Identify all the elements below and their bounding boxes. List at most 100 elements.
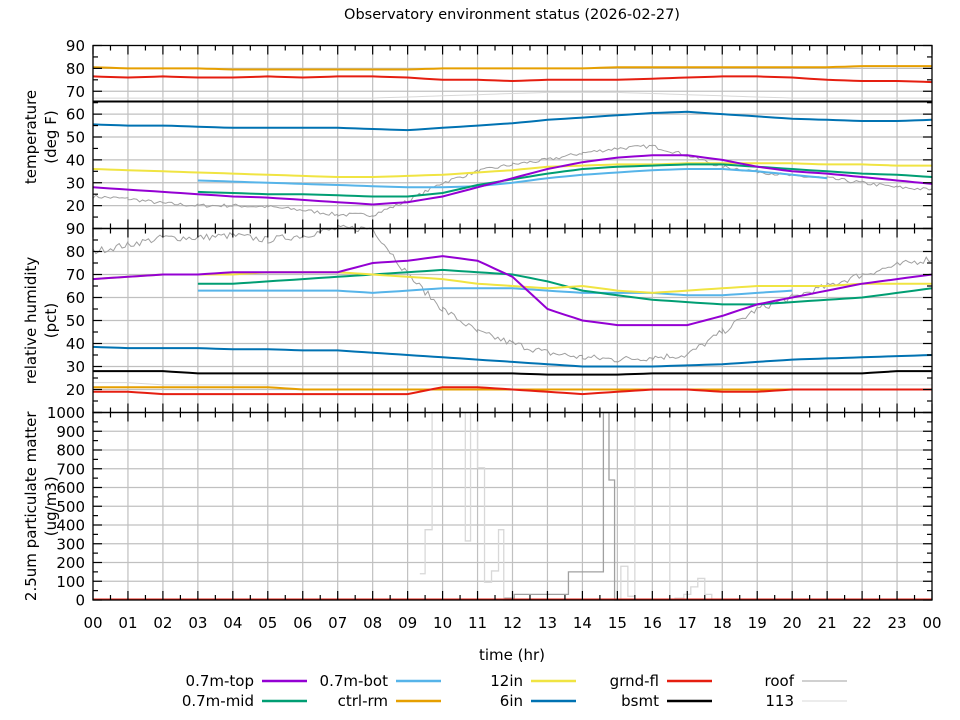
legend-entry-0.7m-bot: 0.7m-bot [320,672,441,690]
series-line-0.7m-top [92,255,933,327]
x-tick-label: 16 [643,614,662,632]
x-tick-label: 22 [853,614,872,632]
y-tick-label: 100 [56,573,85,591]
x-tick-labels: 00 01 02 03 04 05 06 07 08 09 10 11 12 13 14 15 16 17 18 19… [83,614,941,632]
x-tick-label: 13 [538,614,557,632]
x-tick-label: 12 [503,614,522,632]
y-tick-label: 0 [75,592,85,610]
y-axis-labels: 20 30 40 50 60 70 80 90 temperature (deg F) 20 30 40… [22,37,85,610]
series-line-113 [93,382,932,386]
y-tick-label: 1000 [47,404,85,422]
x-tick-label: 03 [188,614,207,632]
y-axis-label: (deg F) [42,110,60,163]
series-line-12in [92,271,932,294]
y-tick-label: 500 [56,498,85,516]
y-tick-label: 30 [66,174,85,192]
x-tick-label: 08 [363,614,382,632]
x-tick-label: 15 [608,614,627,632]
y-tick-label: 70 [66,83,85,101]
series-line-0.7m-bot [197,287,793,297]
x-tick-label: 11 [468,614,487,632]
y-axis-label: temperature [22,90,40,184]
y-tick-label: 40 [66,335,85,353]
y-tick-label: 80 [66,243,85,261]
x-tick-label: 04 [223,614,242,632]
legend-entry-roof: roof [765,672,847,690]
y-tick-label: 600 [56,479,85,497]
chart-title: Observatory environment status (2026-02-… [344,7,680,23]
legend: 0.7m-top 0.7m-mid 0.7m-bot ctrl-rm 12in 6in gr… [182,672,847,710]
x-tick-label: 00 [83,614,102,632]
series-line-grnd-fl [93,386,932,396]
legend-label: ctrl-rm [338,692,388,710]
x-tick-label: 09 [398,614,417,632]
series-line-113 [93,91,932,99]
y-tick-label: 60 [66,106,85,124]
x-tick-label: 23 [887,614,906,632]
y-tick-label: 90 [66,37,85,55]
series-line-0.7m-top [92,154,933,206]
series-line-0.7m-mid [197,268,933,306]
y-axis-label: relative humidity [22,257,40,385]
x-tick-label: 00 [922,614,941,632]
series-line-bsmt [93,370,932,376]
x-tick-label: 05 [258,614,277,632]
y-tick-label: 60 [66,289,85,307]
x-tick-label: 10 [433,614,452,632]
y-tick-label: 300 [56,535,85,553]
legend-label: roof [765,672,795,690]
legend-label: 0.7m-bot [320,672,389,690]
x-tick-label: 21 [818,614,837,632]
x-tick-label: 18 [713,614,732,632]
y-tick-label: 50 [66,312,85,330]
legend-entry-bsmt: bsmt [621,692,712,710]
y-axis-label: (pct) [42,303,60,338]
y-tick-label: 20 [66,381,85,399]
series-line-0.7m-mid [197,163,933,198]
y-tick-label: 80 [66,60,85,78]
series-line-roof [503,411,932,601]
y-tick-label: 900 [56,423,85,441]
legend-label: 12in [490,672,523,690]
y-tick-label: 200 [56,554,85,572]
legend-label: grnd-fl [610,672,659,690]
y-tick-label: 40 [66,151,85,169]
legend-label: bsmt [621,692,659,710]
legend-entry-12in: 12in [490,672,576,690]
x-tick-label: 01 [118,614,137,632]
y-tick-label: 700 [56,460,85,478]
x-tick-label: 14 [573,614,592,632]
legend-label: 0.7m-top [186,672,254,690]
x-axis-label: time (hr) [479,646,545,664]
y-tick-label: 400 [56,517,85,535]
series-layer [92,65,933,601]
legend-entry-6in: 6in [500,692,576,710]
x-tick-label: 20 [783,614,802,632]
legend-label: 113 [765,692,794,710]
legend-entry-grnd-fl: grnd-fl [610,672,712,690]
y-axis-label: 2.5um particulate matter [22,411,40,601]
y-tick-label: 800 [56,442,85,460]
legend-label: 6in [500,692,523,710]
legend-entry-0.7m-top: 0.7m-top [186,672,307,690]
y-axis-label: (ug/m3) [42,476,60,536]
legend-entry-0.7m-mid: 0.7m-mid [182,692,307,710]
grid [93,45,932,600]
x-tick-label: 19 [748,614,767,632]
series-line-6in [92,345,933,368]
y-tick-label: 50 [66,129,85,147]
series-line-ctrl-rm [92,65,932,71]
x-tick-label: 02 [153,614,172,632]
y-tick-label: 70 [66,266,85,284]
series-line-grnd-fl [92,75,933,84]
axes-frames [92,44,933,601]
x-tick-label: 06 [293,614,312,632]
series-line-12in [92,162,932,178]
y-tick-label: 30 [66,358,85,376]
legend-entry-113: 113 [765,692,847,710]
series-line-0.7m-bot [197,168,828,189]
x-tick-label: 07 [328,614,347,632]
legend-entry-ctrl-rm: ctrl-rm [338,692,441,710]
y-tick-label: 90 [66,220,85,238]
